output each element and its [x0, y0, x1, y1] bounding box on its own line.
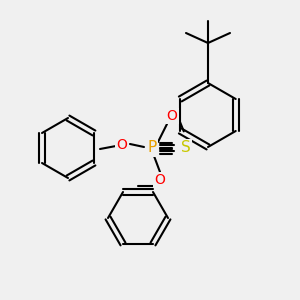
Text: S: S [181, 140, 191, 155]
Text: O: O [167, 109, 177, 123]
Text: O: O [154, 173, 165, 187]
Text: O: O [117, 138, 128, 152]
Text: P: P [147, 140, 157, 155]
